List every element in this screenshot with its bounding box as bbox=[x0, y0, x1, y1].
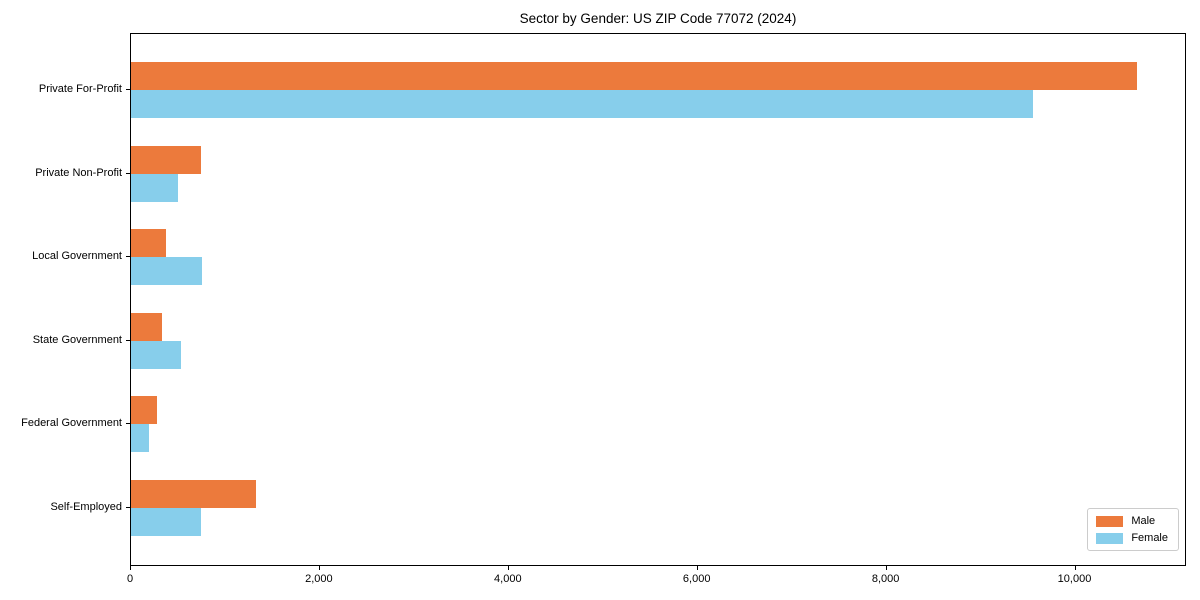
bar-female-self-employed bbox=[131, 508, 201, 536]
y-tick-mark bbox=[126, 89, 130, 90]
x-tick-mark bbox=[1074, 566, 1076, 570]
bar-female-private-for-profit bbox=[131, 90, 1033, 118]
y-tick-mark bbox=[126, 339, 130, 341]
x-tick-mark bbox=[696, 566, 698, 570]
bar-male-local-government bbox=[131, 229, 166, 258]
legend-label-female: Female bbox=[1131, 532, 1168, 544]
x-tick-label-4-000: 4,000 bbox=[494, 573, 522, 585]
y-tick-mark bbox=[126, 172, 130, 174]
x-tick-label-10-000: 10,000 bbox=[1057, 573, 1092, 585]
bar-female-federal-government bbox=[131, 424, 149, 453]
x-tick-label-2-000: 2,000 bbox=[305, 573, 333, 585]
x-tick-mark bbox=[130, 566, 131, 570]
y-tick-mark bbox=[126, 507, 130, 508]
legend: Male Female bbox=[1087, 508, 1179, 551]
x-tick-mark bbox=[885, 566, 887, 570]
y-tick-label-federal-government: Federal Government bbox=[21, 417, 122, 430]
bar-male-state-government bbox=[131, 312, 163, 341]
legend-item-female: Female bbox=[1096, 532, 1168, 544]
x-tick-label-8-000: 8,000 bbox=[871, 573, 900, 585]
y-tick-label-private-non-profit: Private Non-Profit bbox=[35, 166, 122, 179]
legend-label-male: Male bbox=[1131, 515, 1156, 527]
y-tick-label-self-employed: Self-Employed bbox=[50, 501, 122, 513]
y-tick-label-state-government: State Government bbox=[32, 333, 122, 346]
bar-male-private-non-profit bbox=[131, 145, 201, 174]
legend-item-male: Male bbox=[1096, 515, 1168, 527]
x-tick-label-6-000: 6,000 bbox=[682, 573, 711, 585]
bar-male-self-employed bbox=[131, 480, 256, 508]
legend-swatch-female bbox=[1096, 532, 1124, 544]
x-tick-mark bbox=[318, 566, 320, 570]
bar-female-private-non-profit bbox=[131, 173, 178, 202]
y-tick-mark bbox=[126, 423, 130, 425]
plot-area: Male Female bbox=[130, 33, 1186, 566]
x-tick-label-0: 0 bbox=[126, 573, 134, 585]
chart-title: Sector by Gender: US ZIP Code 77072 (202… bbox=[519, 11, 797, 26]
y-tick-label-local-government: Local Government bbox=[32, 250, 122, 263]
x-tick-mark bbox=[507, 566, 509, 570]
bar-male-private-for-profit bbox=[131, 62, 1137, 90]
bar-female-state-government bbox=[131, 340, 182, 369]
y-tick-label-private-for-profit: Private For-Profit bbox=[38, 83, 122, 95]
bar-male-federal-government bbox=[131, 396, 157, 425]
bar-female-local-government bbox=[131, 257, 203, 286]
legend-swatch-male bbox=[1096, 515, 1124, 527]
y-tick-mark bbox=[126, 256, 130, 258]
